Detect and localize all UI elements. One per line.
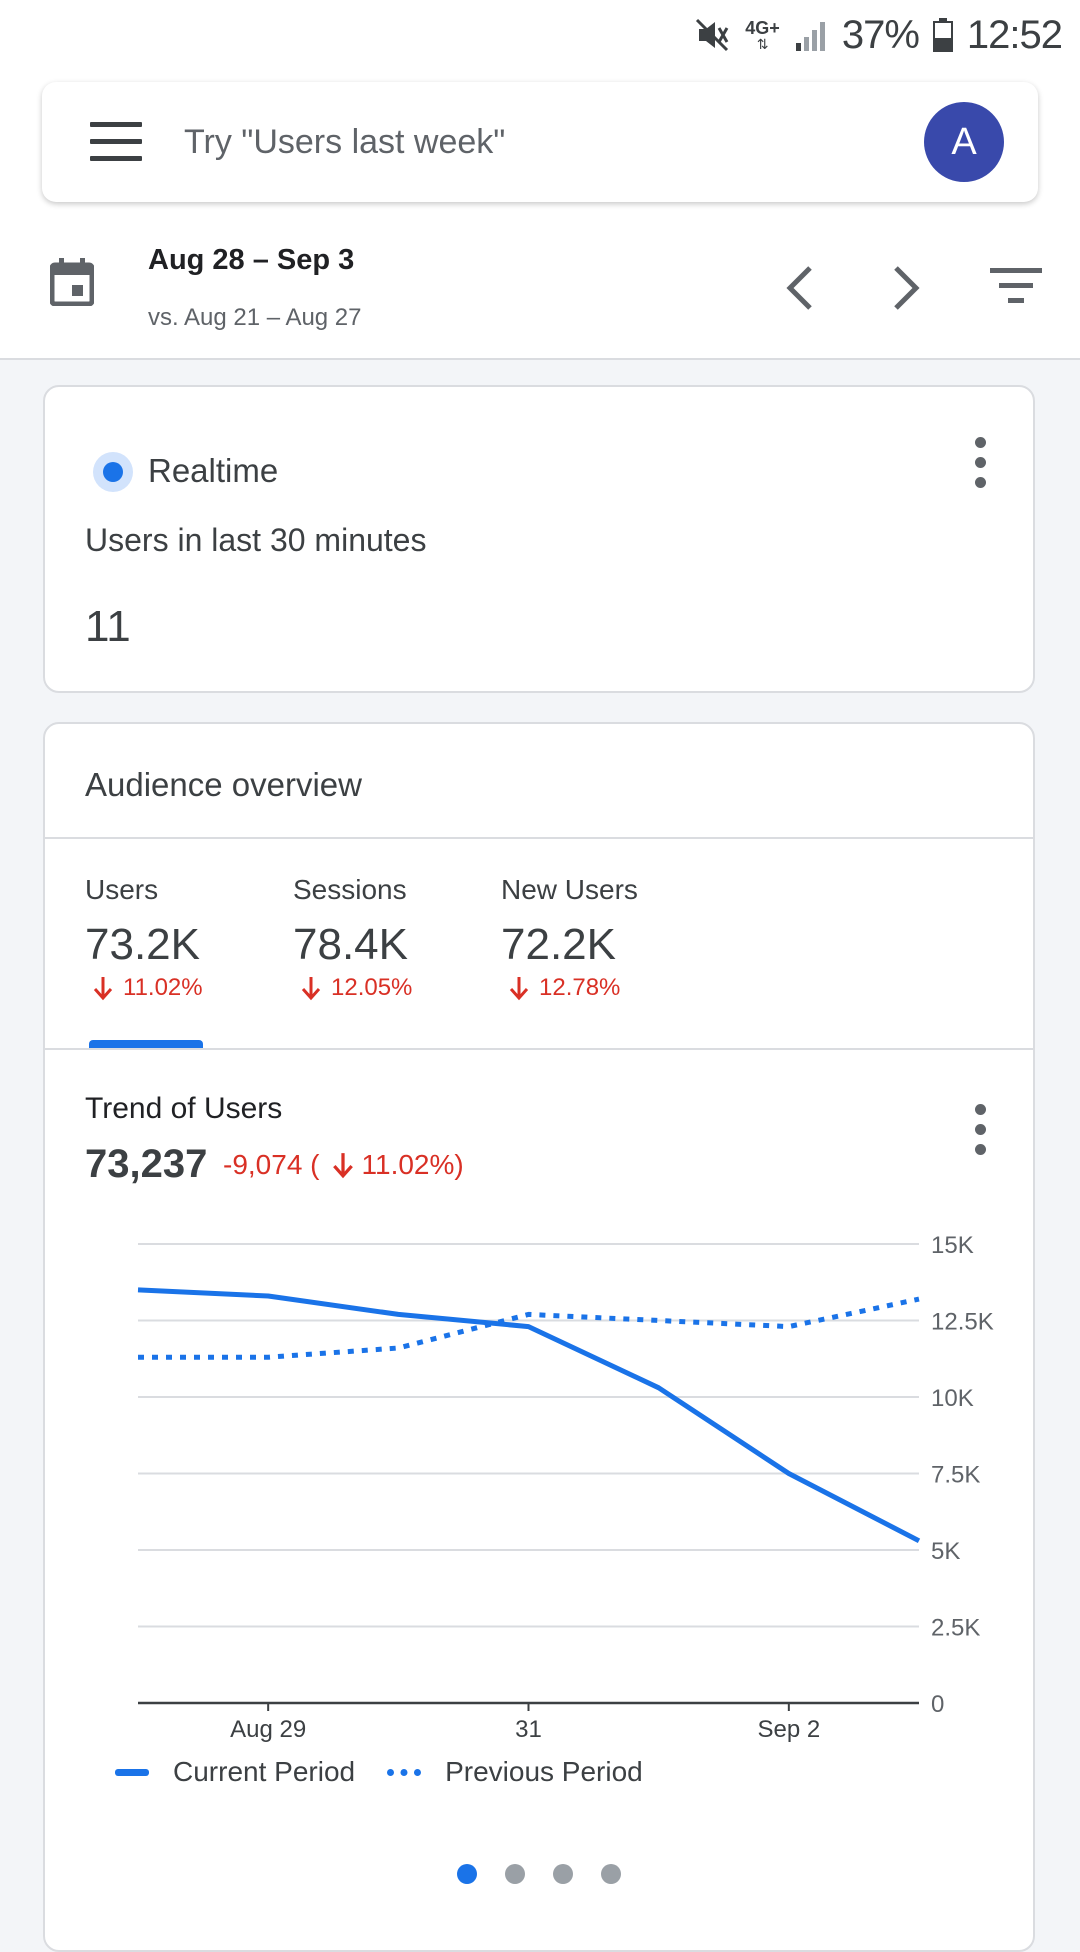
metric-label: New Users [501,874,638,905]
x-tick-label: Sep 2 [757,1716,820,1743]
next-period-button[interactable] [880,260,930,316]
previous-period-button[interactable] [776,260,826,316]
trend-total: 73,237 [85,1142,208,1186]
arrow-down-icon [301,977,321,1001]
x-tick-label: Aug 29 [230,1716,306,1743]
y-tick-label: 5K [931,1538,960,1565]
legend-swatch-dotted [387,1768,422,1776]
y-tick-label: 7.5K [931,1462,980,1489]
active-tab-indicator [89,1040,203,1048]
metric-value: 73.2K [85,920,200,969]
metric-tab-new-users[interactable]: New Users 72.2K 12.78% [501,874,638,1002]
page-dot[interactable] [601,1864,621,1884]
network-type: 4G+ ⇅ [745,18,780,52]
metric-value: 78.4K [293,920,408,969]
clock: 12:52 [966,12,1063,57]
filter-icon[interactable] [990,268,1042,313]
realtime-card[interactable]: Realtime Users in last 30 minutes 11 [43,385,1035,693]
status-icons: 4G+ ⇅ 37% 12:52 [695,10,1063,60]
mute-icon [696,18,729,52]
more-options-icon[interactable] [973,437,987,497]
chart-legend: Current Period Previous Period [115,1756,675,1788]
battery-icon [932,18,953,52]
page-dot[interactable] [457,1864,477,1884]
legend-item-previous: Previous Period [387,1756,643,1788]
metric-value: 72.2K [501,920,616,969]
trend-change: -9,074 ( 11.02%) [223,1149,464,1180]
avatar[interactable]: A [924,102,1004,182]
audience-overview-card: Audience overview Users 73.2K 11.02% Ses… [43,722,1035,1952]
status-bar: 4G+ ⇅ 37% 12:52 [0,0,1080,70]
arrow-down-icon [332,1153,353,1179]
series-line-previous-period [138,1296,920,1360]
divider [45,1048,1033,1050]
menu-icon[interactable] [90,122,142,162]
series-line-current-period [137,1287,921,1544]
arrow-down-icon [509,977,529,1001]
trend-title: Trend of Users [85,1092,283,1125]
metric-change: 12.78% [501,974,638,1002]
page-indicator [45,1864,1033,1884]
date-range-comparison[interactable]: vs. Aug 21 – Aug 27 [148,304,362,331]
y-tick-label: 15K [931,1232,974,1259]
y-tick-label: 0 [931,1691,944,1718]
date-range-current[interactable]: Aug 28 – Sep 3 [148,244,355,276]
metric-tab-users[interactable]: Users 73.2K 11.02% [85,874,203,1002]
realtime-subtitle: Users in last 30 minutes [85,522,427,558]
page-dot[interactable] [505,1864,525,1884]
chart-more-options-icon[interactable] [973,1104,987,1164]
page-dot[interactable] [553,1864,573,1884]
date-range-bar[interactable]: Aug 28 – Sep 3 vs. Aug 21 – Aug 27 [0,230,1080,358]
legend-item-current: Current Period [115,1756,355,1788]
metric-change: 11.02% [85,974,203,1002]
users-trend-chart[interactable]: 15K 12.5K 10K 7.5K 5K 2.5K 0 Aug 29 31 Sep 2 [45,724,1033,1824]
arrow-down-icon [93,977,113,1001]
divider [45,837,1033,839]
calendar-icon[interactable] [50,258,94,306]
battery-percent: 37% [841,12,920,57]
metric-tab-sessions[interactable]: Sessions 78.4K 12.05% [293,874,412,1002]
y-tick-label: 12.5K [931,1309,994,1336]
realtime-title: Realtime [148,452,279,489]
signal-icon [795,22,825,51]
y-tick-label: 2.5K [931,1615,980,1642]
x-tick-label: 31 [515,1716,542,1743]
search-bar[interactable]: A [42,82,1038,202]
metric-label: Sessions [293,874,407,905]
live-indicator-icon [93,452,133,492]
search-input[interactable] [182,110,904,174]
audience-title: Audience overview [85,766,362,803]
realtime-value: 11 [85,602,131,651]
metric-label: Users [85,874,159,905]
metric-change: 12.05% [293,974,412,1002]
legend-swatch-solid [115,1768,149,1776]
y-tick-label: 10K [931,1385,974,1412]
